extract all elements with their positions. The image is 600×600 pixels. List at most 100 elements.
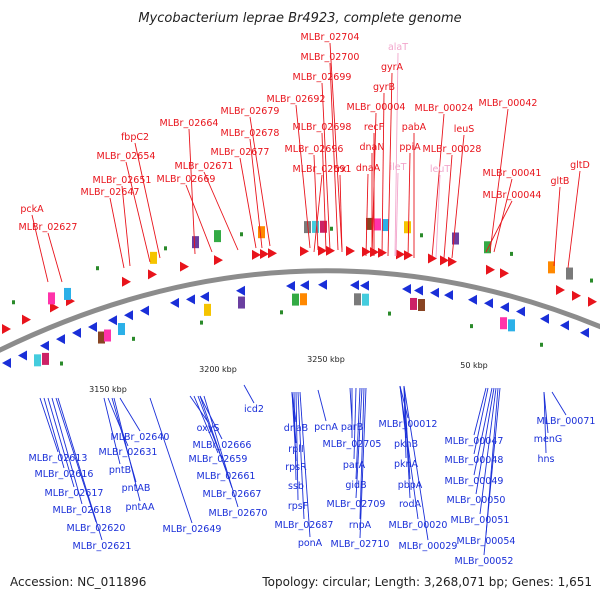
gene-label: MLBr_02613 — [29, 453, 88, 464]
gene-label: ponA — [298, 538, 323, 549]
reverse-gene-arrow — [430, 287, 439, 298]
forward-gene-arrow — [448, 256, 457, 267]
gene-label: MLBr_02704 — [301, 32, 360, 43]
gene-label: MLBr_02664 — [160, 118, 219, 129]
misc-feature-marker — [280, 310, 283, 315]
feature-block — [354, 293, 361, 306]
leader-line — [387, 72, 393, 257]
feature-block — [484, 241, 491, 254]
leader-line — [313, 174, 323, 253]
gene-label: gidB — [345, 480, 366, 491]
forward-gene-arrow — [346, 246, 355, 257]
leader-line — [31, 214, 49, 283]
leader-line — [483, 387, 501, 556]
gene-label: menG — [534, 434, 562, 445]
leader-line — [407, 152, 411, 259]
leader-line — [119, 397, 141, 432]
feature-block — [42, 352, 49, 365]
genome-backbone — [0, 268, 600, 353]
gene-label: gyrB — [373, 82, 395, 93]
gene-label: MLBr_00054 — [457, 536, 516, 547]
reverse-gene-arrow — [540, 313, 549, 324]
leader-line — [473, 387, 487, 436]
leader-line — [51, 397, 83, 505]
reverse-gene-arrow — [2, 358, 11, 369]
feature-block — [48, 292, 55, 305]
feature-block — [150, 251, 157, 264]
gene-label: hns — [538, 454, 555, 465]
gene-label: parB — [341, 422, 363, 433]
leader-line — [435, 174, 441, 259]
gene-label: MLBr_00049 — [445, 476, 504, 487]
forward-gene-arrow — [500, 268, 509, 279]
forward-gene-arrow — [268, 248, 277, 259]
feature-block — [104, 329, 111, 342]
gene-label: MLBr_00012 — [379, 419, 438, 430]
gene-label: MLBr_02699 — [293, 72, 352, 83]
leader-line — [47, 397, 75, 488]
forward-gene-arrow — [370, 247, 379, 258]
gene-label: gltD — [570, 160, 590, 171]
gene-label: MLBr_02618 — [53, 505, 112, 516]
feature-block — [374, 218, 381, 231]
leader-line — [489, 108, 509, 253]
reverse-gene-arrow — [360, 280, 369, 291]
leader-line — [473, 387, 489, 455]
gene-label: MLBr_02631 — [99, 447, 158, 458]
forward-gene-arrow — [396, 249, 405, 260]
leader-line — [399, 385, 419, 520]
feature-block — [204, 303, 211, 316]
gene-label: pntB — [109, 465, 131, 476]
misc-feature-marker — [470, 324, 473, 329]
leader-line — [473, 387, 493, 476]
gene-label: pknB — [394, 439, 418, 450]
gene-label: MLBr_02700 — [301, 52, 360, 63]
tick-label: 3150 kbp — [89, 385, 127, 394]
misc-feature-marker — [132, 336, 135, 341]
gene-label: MLBr_02666 — [193, 440, 252, 451]
leader-line — [293, 391, 297, 481]
gene-label: MLBr_02647 — [81, 187, 140, 198]
leader-line — [353, 387, 357, 460]
leader-line — [493, 178, 513, 253]
gene-label: pckA — [20, 204, 44, 215]
leader-line — [125, 161, 151, 263]
leader-line — [57, 397, 103, 541]
misc-feature-marker — [330, 226, 333, 231]
gene-label: gltB — [551, 176, 570, 187]
gene-label: pntAB — [122, 483, 151, 494]
gene-label: MLBr_02651 — [93, 175, 152, 186]
leader-line — [107, 397, 129, 447]
topology-text: Topology: circular; Length: 3,268,071 bp… — [261, 575, 592, 589]
leader-line — [479, 387, 497, 515]
feature-block — [418, 299, 425, 312]
forward-gene-arrow — [300, 246, 309, 257]
gene-label: ileT — [390, 162, 407, 173]
accession-text: Accession: NC_011896 — [10, 575, 146, 589]
reverse-gene-arrow — [468, 294, 477, 305]
leader-line — [121, 185, 131, 267]
gene-label: MLBr_02649 — [163, 524, 222, 535]
forward-gene-arrow — [428, 253, 437, 264]
feature-block — [452, 232, 459, 245]
feature-block — [34, 354, 41, 367]
leader-line — [475, 387, 495, 495]
gene-label: MLBr_00048 — [445, 455, 504, 466]
misc-feature-marker — [96, 266, 99, 271]
forward-gene-arrow — [326, 245, 335, 256]
leader-line — [431, 113, 445, 259]
leader-line — [317, 389, 327, 422]
reverse-gene-arrow — [402, 284, 411, 295]
gene-label: MLBr_02616 — [35, 469, 94, 480]
gene-label: MLBr_02627 — [19, 222, 78, 233]
misc-feature-marker — [12, 300, 15, 305]
reverse-gene-labels: icd2 dnaB pcnA parB MLBr_00012 MLBr_00071 MLBr… — [29, 404, 596, 567]
leader-line — [188, 128, 196, 255]
reverse-gene-arrow — [300, 280, 309, 291]
gene-label: MLBr_00050 — [447, 495, 506, 506]
forward-gene-arrow — [22, 314, 31, 325]
gene-label: MLBr_02677 — [211, 147, 270, 158]
leader-line — [551, 391, 567, 416]
reverse-gene-arrow — [286, 280, 295, 291]
feature-block — [410, 297, 417, 310]
